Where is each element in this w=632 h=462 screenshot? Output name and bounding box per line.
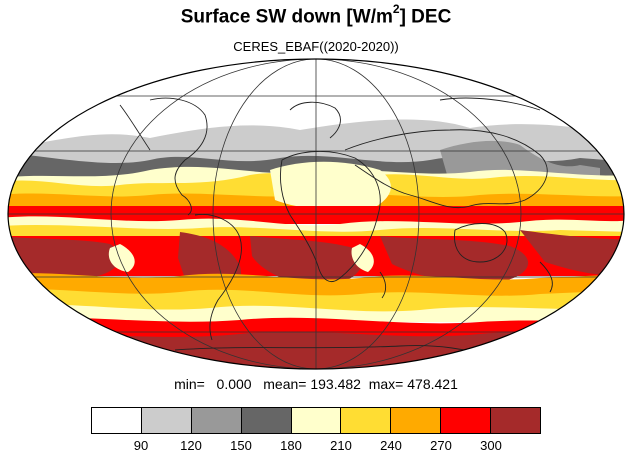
colorbar-swatch-1 xyxy=(141,408,192,433)
africa-north-pale xyxy=(270,161,391,211)
coastlines xyxy=(119,97,553,356)
colorbar-swatch-8 xyxy=(491,408,541,433)
band-south-pale-2 xyxy=(351,244,374,272)
colorbar-tick-label: 180 xyxy=(280,438,302,453)
stats-max-label: max= xyxy=(368,376,404,392)
colorbar-swatch-0 xyxy=(92,408,142,433)
colorbar-tick-label: 210 xyxy=(330,438,352,453)
colorbar-tick-label: 240 xyxy=(380,438,402,453)
colorbar-swatch-4 xyxy=(291,408,342,433)
map-title: Surface SW down [W/m2] DEC xyxy=(0,2,632,28)
stats-line: min= 0.000 mean= 193.482 max= 478.421 xyxy=(0,376,632,392)
stats-max-value: 478.421 xyxy=(407,376,458,392)
colorbar xyxy=(91,407,541,434)
colorbar-swatch-6 xyxy=(391,408,442,433)
stats-min-value: 0.000 xyxy=(216,376,252,392)
colorbar-swatch-2 xyxy=(191,408,242,433)
band-south-dark-red-indian xyxy=(380,236,529,284)
colorbar-labels: 90 120 150 180 210 240 270 300 xyxy=(91,438,541,456)
colorbar-swatch-7 xyxy=(441,408,492,433)
band-south-dark-red-australia xyxy=(520,230,624,276)
map-canvas xyxy=(7,58,625,370)
band-south-pale-1 xyxy=(108,244,135,272)
title-main: Surface SW down [W/m xyxy=(180,6,393,28)
stats-mean-value: 193.482 xyxy=(310,376,361,392)
colorbar-swatch-3 xyxy=(241,408,292,433)
stats-min-label: min= xyxy=(174,376,205,392)
stats-mean-label: mean= xyxy=(263,376,307,392)
colorbar-tick-label: 300 xyxy=(480,438,502,453)
globe-outline xyxy=(7,58,625,370)
map-subtitle: CERES_EBAF((2020-2020)) xyxy=(233,39,399,54)
colorbar-tick-label: 90 xyxy=(133,438,149,453)
colorbar-tick-label: 150 xyxy=(230,438,252,453)
title-superscript: 2 xyxy=(392,2,400,16)
colorbar-tick-label: 120 xyxy=(180,438,202,453)
band-south-dark-red-atlantic xyxy=(250,236,363,288)
title-suffix: ] DEC xyxy=(399,6,452,28)
colorbar-swatch-5 xyxy=(341,408,392,433)
colorbar-tick-label: 270 xyxy=(430,438,452,453)
globe-field xyxy=(8,59,624,369)
band-south-dark-red-west xyxy=(8,236,121,279)
